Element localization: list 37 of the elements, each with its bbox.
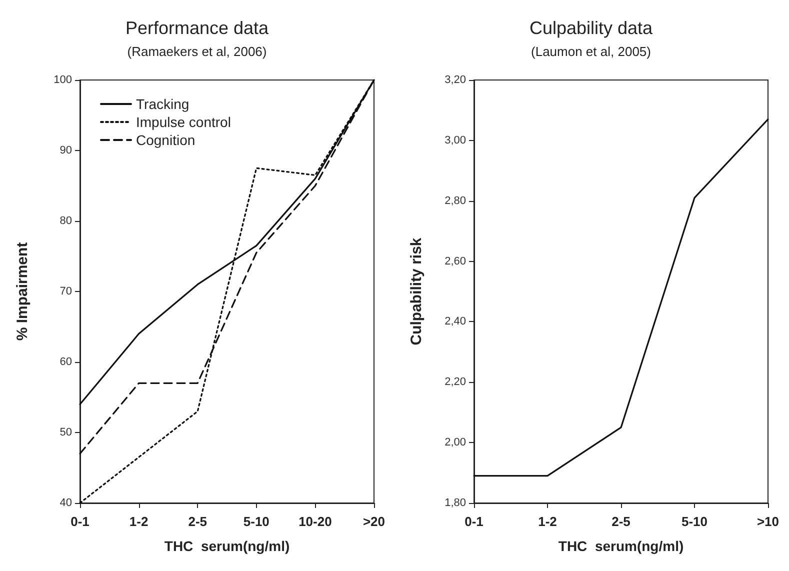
x-tick-label: 1-2 [129, 514, 148, 529]
y-axis-title: % Impairment [14, 242, 31, 341]
legend-label: Impulse control [136, 114, 231, 130]
y-tick-label: 80 [60, 215, 72, 227]
y-tick-label: 2,20 [444, 376, 466, 388]
chart-title: Performance data [125, 18, 270, 38]
y-tick-label: 60 [60, 356, 72, 368]
legend-label: Cognition [136, 132, 196, 148]
legend-label: Tracking [136, 96, 190, 112]
y-tick-label: 3,00 [444, 134, 466, 146]
x-axis-title: THC serum(ng/ml) [164, 538, 290, 554]
x-tick-label: 5-10 [681, 514, 708, 529]
x-tick-label: 2-5 [188, 514, 207, 529]
x-tick-label: 0-1 [464, 514, 484, 529]
y-tick-label: 40 [60, 497, 72, 509]
x-tick-label: >10 [756, 514, 780, 529]
x-tick-label: 2-5 [612, 514, 630, 529]
x-tick-label: 0-1 [70, 514, 90, 529]
chart-subtitle: (Ramaekers et al, 2006) [127, 44, 267, 59]
y-tick-label: 50 [60, 426, 72, 438]
chart-subtitle: (Laumon et al, 2005) [531, 44, 651, 59]
x-axis-title: THC serum(ng/ml) [558, 538, 684, 554]
y-tick-label: 3,20 [444, 74, 466, 86]
y-tick-label: 1,80 [444, 497, 466, 509]
y-tick-label: 100 [54, 74, 72, 86]
y-axis-title: Culpability risk [408, 237, 425, 346]
y-tick-label: 70 [60, 286, 72, 298]
x-tick-label: 5-10 [243, 514, 270, 529]
y-tick-label: 2,60 [444, 255, 466, 268]
y-tick-label: 90 [60, 144, 72, 156]
chart-title: Culpability data [529, 18, 654, 38]
y-tick-label: 2,40 [444, 316, 466, 328]
y-tick-label: 2,00 [444, 436, 466, 449]
x-tick-label: 1-2 [538, 514, 557, 529]
x-tick-label: 10-20 [298, 514, 332, 529]
y-tick-label: 2,80 [444, 194, 466, 207]
x-tick-label: >20 [362, 514, 386, 529]
